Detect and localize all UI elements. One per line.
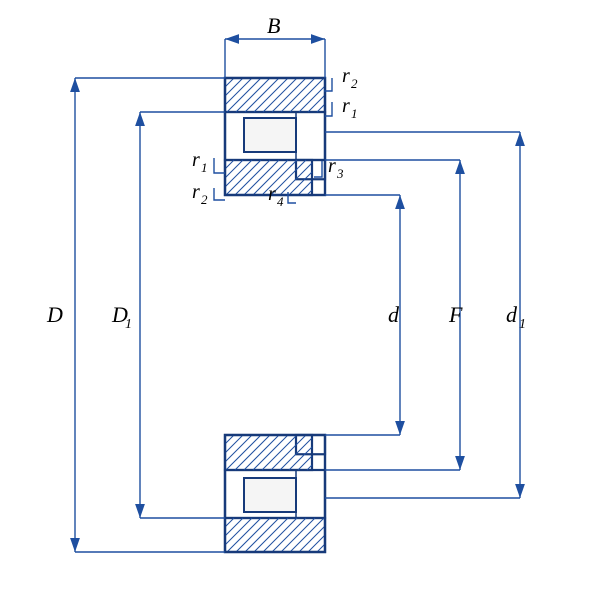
- svg-text:1: 1: [519, 317, 526, 332]
- svg-text:r: r: [342, 95, 350, 117]
- svg-text:4: 4: [277, 194, 284, 209]
- svg-text:2: 2: [351, 76, 358, 91]
- svg-text:r: r: [328, 155, 336, 177]
- bearing-cross-section-diagram: DD1dFd1Br2r1r1r2r3r4: [0, 0, 600, 600]
- svg-text:1: 1: [125, 317, 132, 332]
- svg-text:3: 3: [336, 166, 344, 181]
- svg-text:2: 2: [201, 192, 208, 207]
- svg-text:r: r: [192, 149, 200, 171]
- svg-text:r: r: [268, 183, 276, 205]
- svg-text:D: D: [46, 302, 63, 327]
- svg-text:1: 1: [351, 106, 358, 121]
- svg-text:r: r: [192, 181, 200, 203]
- svg-text:F: F: [448, 302, 463, 327]
- svg-text:r: r: [342, 65, 350, 87]
- svg-text:1: 1: [201, 160, 208, 175]
- svg-text:d: d: [506, 302, 518, 327]
- svg-text:B: B: [267, 13, 280, 38]
- svg-text:d: d: [388, 302, 400, 327]
